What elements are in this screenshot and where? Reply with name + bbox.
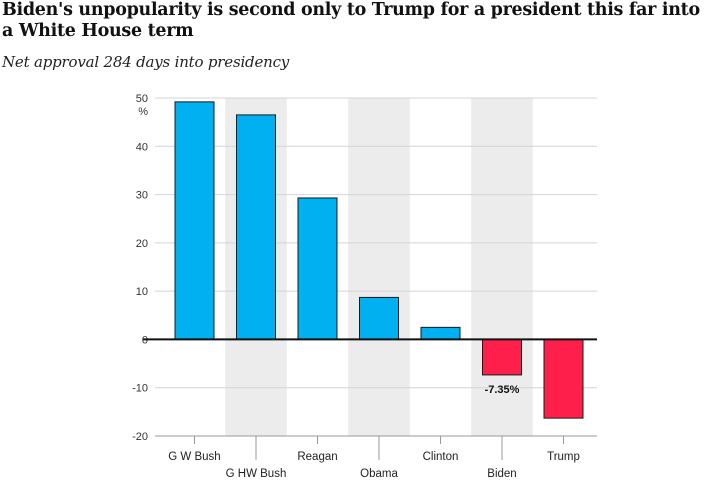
y-tick-label: -20	[132, 431, 148, 443]
bar-reagan	[297, 197, 338, 340]
y-tick-label: 20	[136, 238, 148, 250]
bar-obama	[359, 296, 399, 340]
category-label: Trump	[547, 451, 580, 463]
chart-title: Biden's unpopularity is second only to T…	[2, 0, 700, 41]
category-label: Biden	[487, 468, 516, 480]
chart-subtitle: Net approval 284 days into presidency	[2, 53, 290, 71]
y-tick-label: -10	[132, 383, 148, 395]
bar-g-w-bush	[174, 101, 215, 340]
labels: G W Bush G HW Bush Reagan Obama Clinton Biden…	[168, 384, 580, 480]
category-label: Clinton	[423, 451, 459, 463]
bar-biden	[482, 338, 522, 376]
y-tick-label: 30	[136, 190, 148, 202]
y-tick-label: 40	[136, 141, 148, 153]
bars	[174, 101, 584, 419]
bar-clinton	[420, 326, 461, 340]
alternating-bands	[225, 98, 533, 436]
data-label-biden: -7.35%	[485, 384, 520, 396]
bar-trump	[543, 338, 584, 419]
y-unit-label: %	[138, 106, 148, 118]
y-tick-label: 50	[136, 93, 148, 105]
band-3	[348, 98, 410, 436]
category-label: G W Bush	[168, 451, 220, 463]
category-label: Obama	[360, 468, 398, 480]
category-label: Reagan	[297, 451, 337, 463]
band-5	[471, 98, 533, 436]
bar-g-hw-bush	[236, 114, 276, 340]
category-label: G HW Bush	[226, 468, 287, 480]
axes: 50403020100-10-20%	[132, 93, 597, 460]
y-tick-label: 10	[136, 286, 148, 298]
